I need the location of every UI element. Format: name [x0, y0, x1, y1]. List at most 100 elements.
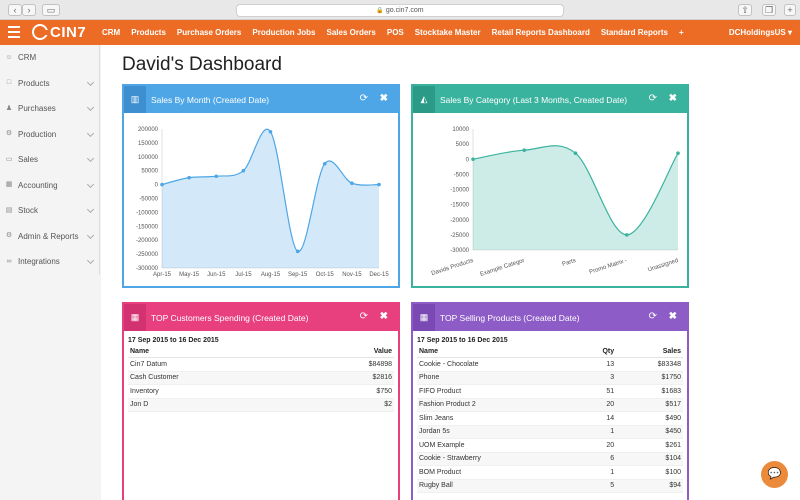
table-cell: $1750 [616, 371, 683, 385]
gears-icon: ⚙ [5, 130, 13, 138]
table-cell: 5 [577, 479, 617, 493]
sidebar-item-products[interactable]: □ Products [0, 71, 99, 97]
x-tick-label: Davids Products [431, 258, 474, 277]
menu-item[interactable]: Products [131, 28, 166, 37]
series-line [161, 128, 380, 252]
table-cell: $1683 [616, 384, 683, 399]
data-point[interactable] [522, 148, 527, 152]
account-menu[interactable]: DCHoldingsUS ▾ [728, 28, 792, 37]
refresh-icon[interactable]: ⟳ [359, 93, 368, 104]
close-icon[interactable]: ✖ [668, 311, 677, 322]
sidebar-item-label: Purchases [18, 104, 56, 114]
x-tick-label: Aug-15 [261, 272, 281, 278]
gear-icon: ⚙ [5, 232, 13, 240]
y-tick-label: 5000 [456, 142, 470, 148]
refresh-icon[interactable]: ⟳ [359, 311, 368, 322]
y-tick-label: 100000 [138, 155, 159, 161]
page-title: David's Dashboard [122, 54, 282, 75]
table-cell: $84898 [303, 357, 394, 372]
sidebar-item-production[interactable]: ⚙ Production [0, 122, 99, 148]
menu-item[interactable]: Sales Orders [326, 28, 376, 37]
sidebar-item-label: Sales [18, 155, 39, 165]
table-row: Inventory $750 [128, 384, 394, 399]
data-point[interactable] [676, 151, 680, 155]
sidebar-item-stock[interactable]: ▤ Stock [0, 198, 99, 224]
menu-item[interactable]: Retail Reports Dashboard [491, 28, 590, 37]
y-tick-label: -250000 [136, 252, 159, 258]
table-cell: Fashion Product 2 [417, 398, 578, 412]
menu-item[interactable]: + [678, 28, 684, 37]
customers-table: Name Value Cin7 Datum $84898 Cash Customer… [128, 346, 394, 412]
share-icon[interactable]: ⇧ [738, 4, 752, 16]
sidebar-item-admin-reports[interactable]: ⚙ Admin & Reports [0, 224, 99, 250]
table-row: UOM Example 20 $261 [417, 438, 683, 453]
table-cell: 20 [577, 438, 617, 453]
y-tick-label: -20000 [450, 218, 469, 224]
y-tick-label: -30000 [450, 248, 469, 254]
y-tick-label: 200000 [138, 127, 159, 133]
tabs-icon[interactable]: ❐ [762, 4, 776, 16]
data-point[interactable] [160, 182, 164, 187]
y-tick-label: -150000 [136, 224, 159, 230]
data-point[interactable] [573, 151, 578, 155]
sidebar-item-accounting[interactable]: ▦ Accounting [0, 173, 99, 199]
sidebar-item-integrations[interactable]: ∞ Integrations [0, 249, 99, 275]
table-cell: Cookie - Strawberry [417, 452, 578, 466]
sidebar-item-label: Production [18, 129, 57, 139]
sidebar-item-sales[interactable]: ▭ Sales [0, 147, 99, 173]
menu-icon[interactable] [8, 26, 20, 38]
cin7-logo[interactable]: CIN7 [32, 23, 86, 41]
table-row: Rugby Ball 5 $94 [417, 479, 683, 493]
menu-item[interactable]: Production Jobs [252, 28, 316, 37]
data-point[interactable] [377, 182, 381, 187]
menu-item[interactable]: Stocktake Master [414, 28, 481, 37]
data-point[interactable] [214, 174, 219, 179]
refresh-icon[interactable]: ⟳ [648, 93, 657, 104]
close-icon[interactable]: ✖ [379, 93, 388, 104]
close-icon[interactable]: ✖ [379, 311, 388, 322]
table-row: Jon D $2 [128, 398, 394, 412]
tag-icon: ▭ [5, 155, 13, 163]
data-point[interactable] [241, 168, 246, 173]
data-point[interactable] [471, 157, 475, 162]
chat-bubble-icon[interactable]: 💬 [761, 461, 788, 488]
data-point[interactable] [350, 181, 354, 186]
sidebar: ☺ CRM □ Products ♟ Purchases ⚙ Production ▭ Sales… [0, 45, 100, 275]
chevron-down-icon [86, 205, 95, 214]
person-icon: ♟ [5, 104, 13, 112]
data-point[interactable] [187, 175, 191, 180]
table-cell: UOM Example [417, 438, 578, 453]
new-tab-icon[interactable]: + [784, 4, 796, 16]
back-button[interactable]: ‹ [8, 4, 22, 16]
address-bar[interactable]: 🔒 go.cin7.com [236, 4, 564, 17]
sidebar-toggle-icon[interactable]: ▭ [42, 4, 60, 16]
top-customers-widget: ▦ TOP Customers Spending (Created Date) … [122, 302, 400, 500]
data-point[interactable] [295, 249, 300, 254]
data-point[interactable] [268, 129, 273, 134]
table-cell: $83348 [616, 357, 683, 372]
sidebar-item-crm[interactable]: ☺ CRM [0, 45, 99, 71]
chevron-down-icon [86, 231, 95, 239]
refresh-icon[interactable]: ⟳ [648, 311, 657, 322]
menu-item[interactable]: CRM [102, 28, 121, 37]
sidebar-item-label: Products [18, 78, 50, 88]
sidebar-item-label: CRM [18, 53, 37, 63]
table-cell: $750 [303, 384, 394, 399]
table-row: FIFO Product 51 $1683 [417, 384, 683, 399]
date-range: 17 Sep 2015 to 16 Dec 2015 [417, 337, 508, 344]
x-tick-label: Parts [562, 258, 577, 268]
sidebar-item-label: Integrations [18, 257, 60, 267]
table-row: Cookie - Strawberry 6 $104 [417, 452, 683, 466]
x-tick-label: Nov-15 [342, 272, 362, 278]
data-point[interactable] [322, 161, 327, 166]
data-point[interactable] [624, 233, 629, 237]
sidebar-item-purchases[interactable]: ♟ Purchases [0, 96, 99, 122]
forward-button[interactable]: › [22, 4, 36, 16]
menu-item[interactable]: POS [386, 28, 404, 37]
y-tick-label: -100000 [136, 210, 159, 216]
y-tick-label: 10000 [452, 127, 469, 133]
menu-item[interactable]: Standard Reports [600, 28, 668, 37]
menu-item[interactable]: Purchase Orders [176, 28, 242, 37]
close-icon[interactable]: ✖ [668, 93, 677, 104]
chevron-down-icon [86, 103, 95, 112]
